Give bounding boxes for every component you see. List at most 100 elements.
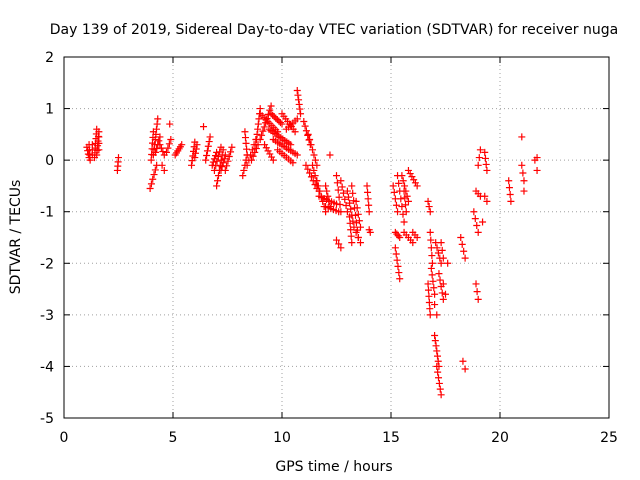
data-point bbox=[270, 113, 278, 121]
data-point bbox=[396, 275, 404, 283]
data-point bbox=[333, 172, 340, 180]
data-point bbox=[433, 347, 441, 355]
data-point bbox=[86, 156, 94, 164]
data-point bbox=[323, 187, 331, 195]
data-point bbox=[152, 130, 160, 138]
data-point bbox=[401, 194, 409, 202]
data-points bbox=[83, 87, 541, 399]
data-point bbox=[220, 155, 228, 163]
data-point bbox=[429, 277, 437, 285]
data-point bbox=[95, 146, 103, 154]
data-point bbox=[364, 195, 372, 203]
x-axis-label: GPS time / hours bbox=[275, 459, 392, 475]
data-point bbox=[219, 146, 227, 154]
data-point bbox=[322, 182, 330, 190]
data-point bbox=[249, 152, 257, 160]
data-point bbox=[363, 182, 371, 190]
data-point bbox=[435, 379, 443, 387]
data-point bbox=[400, 187, 408, 195]
data-point bbox=[325, 197, 333, 205]
data-point bbox=[439, 280, 447, 288]
data-point bbox=[191, 154, 199, 162]
data-point bbox=[295, 96, 303, 104]
data-point bbox=[424, 286, 432, 294]
data-point bbox=[473, 221, 481, 229]
data-point bbox=[258, 131, 266, 139]
data-point bbox=[240, 166, 248, 174]
data-point bbox=[335, 193, 343, 201]
data-point bbox=[178, 141, 186, 149]
data-point bbox=[262, 144, 270, 152]
data-point bbox=[302, 127, 310, 135]
data-point bbox=[366, 228, 374, 236]
data-point bbox=[400, 218, 408, 226]
data-point bbox=[430, 284, 438, 292]
data-point bbox=[338, 183, 346, 191]
data-point bbox=[337, 177, 345, 185]
data-point bbox=[300, 117, 308, 125]
data-point bbox=[424, 197, 432, 205]
data-point bbox=[293, 87, 301, 95]
data-point bbox=[264, 147, 272, 155]
x-tick-label: 0 bbox=[60, 430, 69, 446]
data-point bbox=[431, 331, 439, 339]
data-point bbox=[461, 365, 469, 373]
data-point bbox=[166, 120, 174, 128]
data-point bbox=[306, 169, 314, 177]
data-point bbox=[473, 288, 481, 296]
data-point bbox=[253, 130, 261, 138]
data-point bbox=[409, 239, 417, 247]
data-point bbox=[302, 161, 310, 169]
data-point bbox=[319, 197, 327, 205]
data-point bbox=[247, 156, 255, 164]
data-point bbox=[95, 139, 103, 147]
x-tick-label: 10 bbox=[273, 430, 291, 446]
plot-frame bbox=[63, 56, 610, 419]
data-point bbox=[406, 170, 414, 178]
data-point bbox=[425, 292, 433, 300]
data-point bbox=[164, 144, 172, 152]
data-point bbox=[334, 186, 342, 194]
data-point bbox=[460, 247, 468, 255]
data-point bbox=[310, 151, 318, 159]
data-point bbox=[505, 177, 513, 185]
data-point bbox=[272, 114, 280, 122]
data-point bbox=[392, 250, 400, 258]
data-point bbox=[353, 204, 361, 212]
data-point bbox=[481, 192, 489, 200]
data-point bbox=[365, 201, 373, 209]
data-point bbox=[479, 218, 487, 226]
data-point bbox=[251, 148, 259, 156]
data-point bbox=[326, 151, 334, 159]
data-point bbox=[206, 133, 214, 141]
data-point bbox=[436, 385, 444, 393]
data-point bbox=[336, 200, 344, 208]
data-point bbox=[218, 163, 226, 171]
data-point bbox=[533, 166, 541, 174]
data-point bbox=[149, 175, 157, 183]
data-point bbox=[254, 125, 262, 133]
data-point bbox=[188, 161, 196, 169]
data-point bbox=[398, 172, 406, 180]
data-point bbox=[435, 374, 443, 382]
data-point bbox=[313, 177, 321, 185]
data-point bbox=[333, 236, 340, 244]
data-point bbox=[293, 115, 301, 123]
data-point bbox=[261, 141, 269, 149]
data-point bbox=[156, 141, 164, 149]
data-point bbox=[483, 166, 491, 174]
data-point bbox=[346, 199, 354, 207]
data-point bbox=[364, 188, 372, 196]
data-point bbox=[411, 179, 419, 187]
data-point bbox=[219, 159, 227, 167]
y-tick-label: -1 bbox=[40, 205, 54, 221]
data-point bbox=[158, 161, 166, 169]
data-point bbox=[391, 244, 399, 252]
y-tick-label: -2 bbox=[40, 256, 54, 272]
data-point bbox=[310, 166, 318, 174]
data-point bbox=[437, 259, 445, 267]
data-point bbox=[273, 116, 281, 124]
data-point bbox=[287, 141, 295, 149]
data-point bbox=[324, 192, 332, 200]
data-point bbox=[156, 133, 164, 141]
